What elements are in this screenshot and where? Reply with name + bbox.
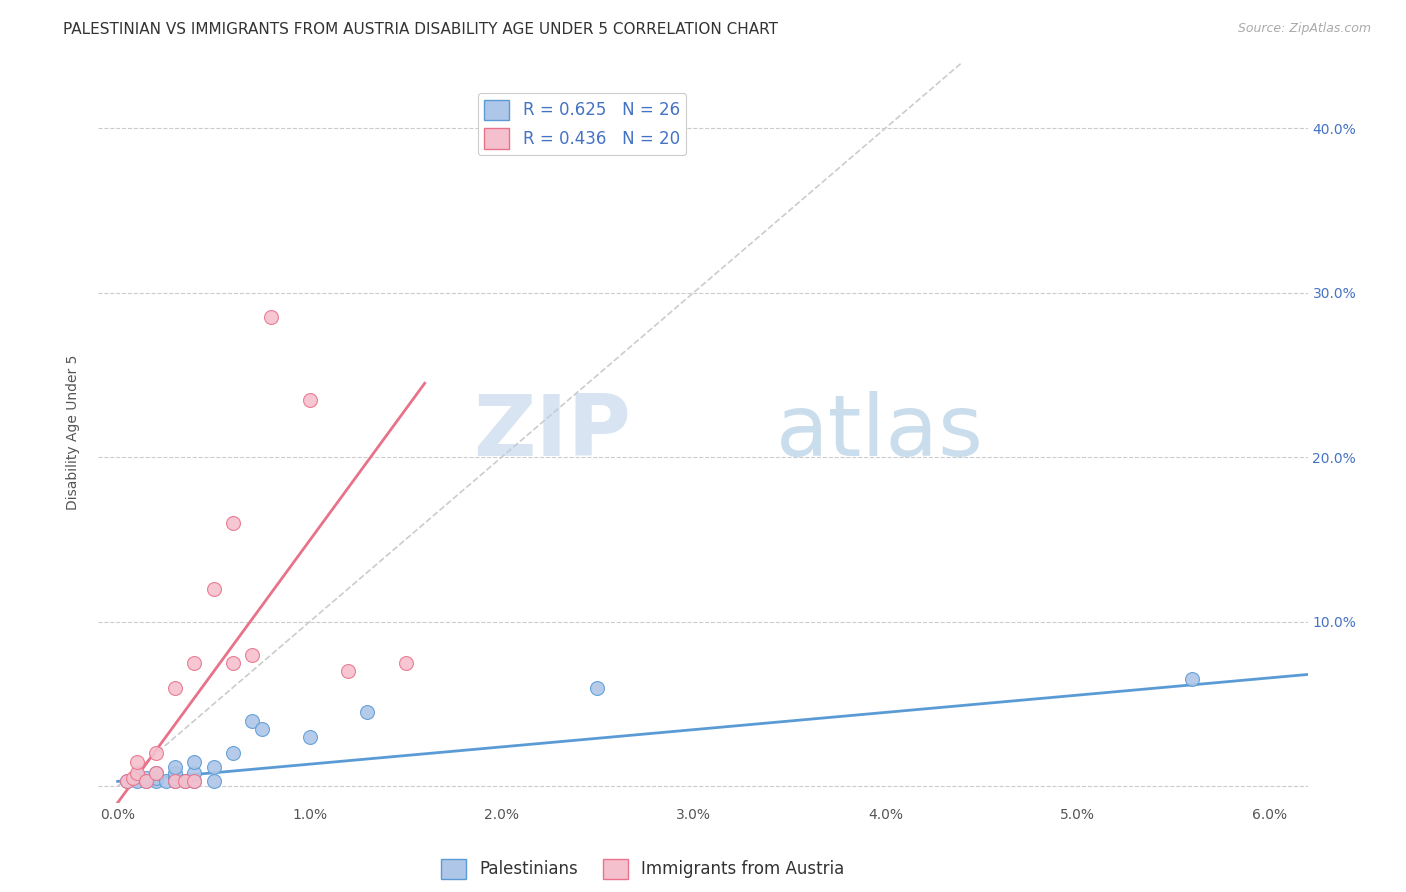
Point [222,516,245,530]
Point [240,648,263,662]
Point [135,771,157,785]
Text: Source: ZipAtlas.com: Source: ZipAtlas.com [1237,22,1371,36]
Point [165,766,187,780]
Point [165,771,187,785]
Point [183,774,205,789]
Point [135,774,157,789]
Point [1181,673,1204,687]
Point [356,706,378,720]
Point [586,681,609,695]
Text: ZIP: ZIP [472,391,630,475]
Point [260,310,283,325]
Point [222,656,245,670]
Point [115,774,138,789]
Point [145,766,167,780]
Point [183,656,205,670]
Point [202,774,225,789]
Y-axis label: Disability Age Under 5: Disability Age Under 5 [66,355,80,510]
Point [145,774,167,789]
Point [222,747,245,761]
Text: PALESTINIAN VS IMMIGRANTS FROM AUSTRIA DISABILITY AGE UNDER 5 CORRELATION CHART: PALESTINIAN VS IMMIGRANTS FROM AUSTRIA D… [63,22,779,37]
Point [155,774,177,789]
Point [165,759,187,773]
Point [202,582,225,596]
Point [122,771,145,785]
Point [145,766,167,780]
Point [202,759,225,773]
Point [125,766,148,780]
Point [125,769,148,783]
Point [165,681,187,695]
Point [336,664,359,678]
Point [125,755,148,769]
Point [183,774,205,789]
Point [298,392,321,407]
Point [165,774,187,789]
Point [135,774,157,789]
Point [173,774,195,789]
Point [125,774,148,789]
Point [298,730,321,744]
Text: atlas: atlas [776,391,984,475]
Point [240,714,263,728]
Point [250,722,273,736]
Point [115,774,138,789]
Legend: Palestinians, Immigrants from Austria: Palestinians, Immigrants from Austria [434,852,851,886]
Point [394,656,416,670]
Point [183,755,205,769]
Point [145,771,167,785]
Point [145,747,167,761]
Point [165,774,187,789]
Point [173,774,195,789]
Point [183,766,205,780]
